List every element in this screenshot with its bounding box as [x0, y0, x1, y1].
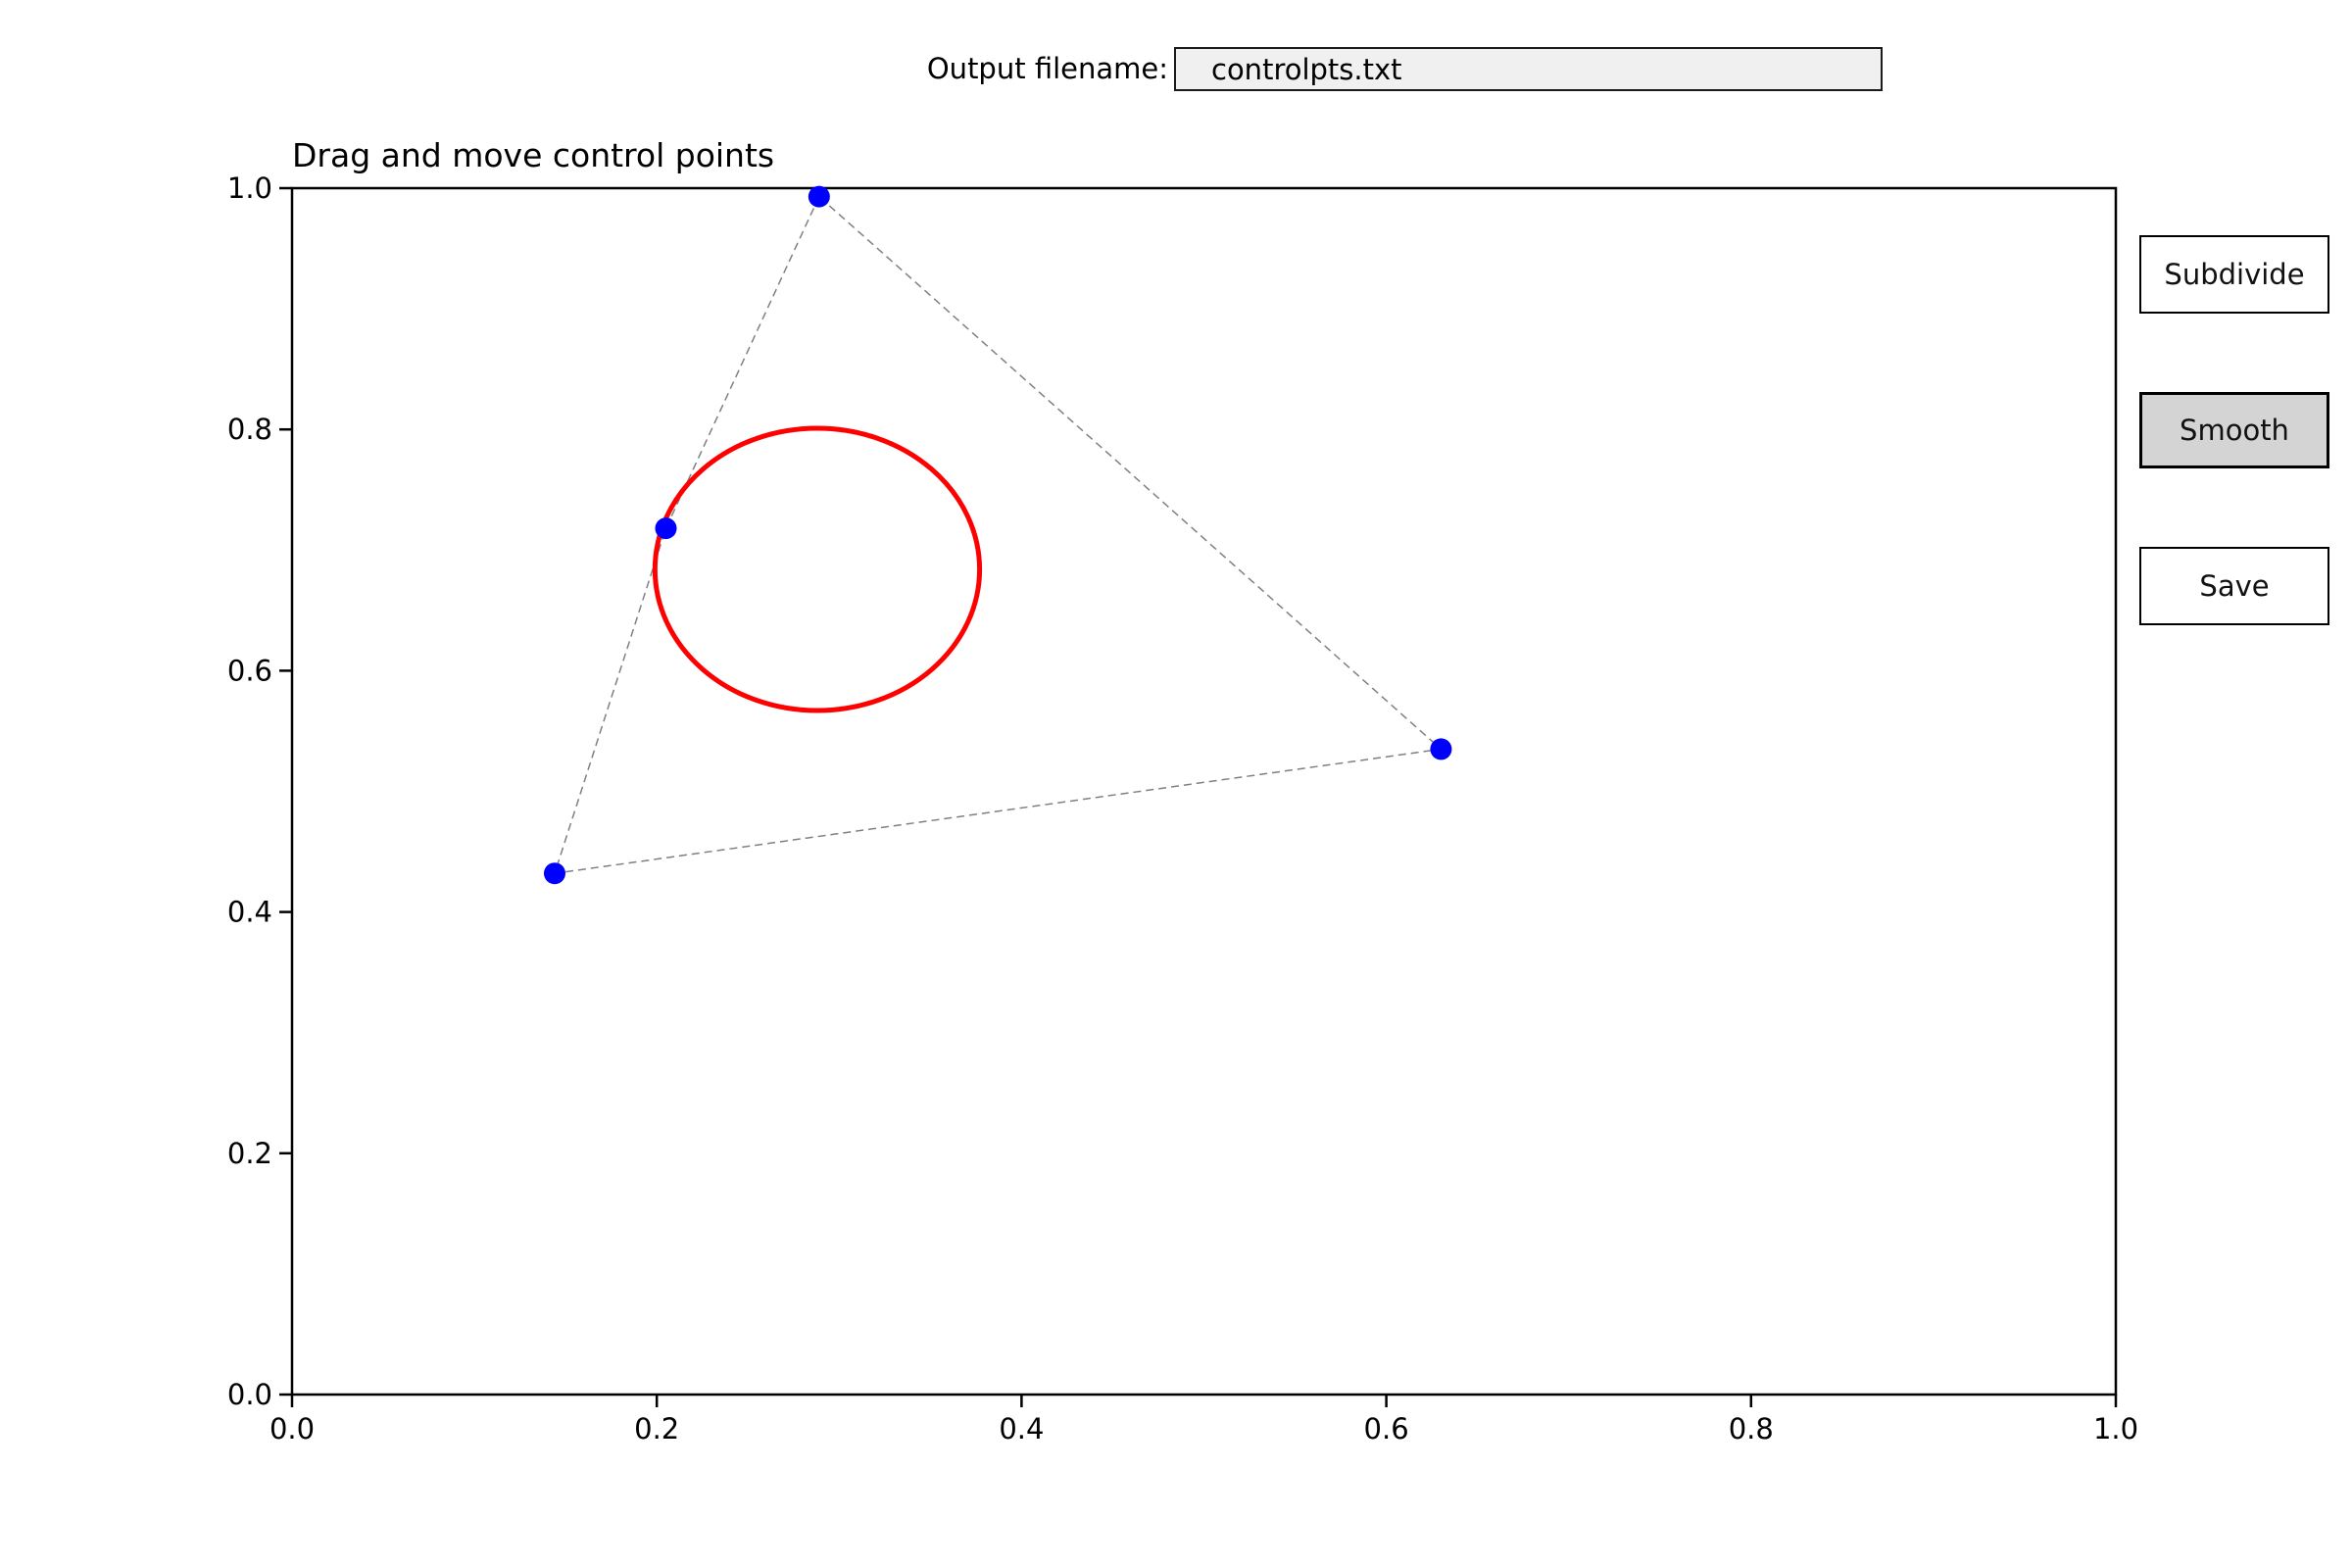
control-point[interactable]: [543, 862, 565, 885]
output-filename-label: Output filename:: [926, 52, 1168, 85]
axis-ticks: 0.0 0.2 0.4 0.6 0.8 1.0 0.0 0.2 0.4 0.6 0.8 1.0: [227, 172, 2138, 1446]
filename-input[interactable]: [1174, 47, 1883, 91]
x-tick-label: 0.4: [999, 1412, 1044, 1446]
smooth-curve: [652, 425, 983, 713]
control-point[interactable]: [655, 517, 677, 540]
control-point[interactable]: [808, 185, 830, 208]
plot-title: Drag and move control points: [292, 136, 774, 174]
y-tick-label: 0.8: [227, 413, 272, 446]
control-polygon: [553, 195, 1444, 875]
save-button[interactable]: Save: [2139, 547, 2329, 625]
subdivide-button[interactable]: Subdivide: [2139, 235, 2329, 314]
x-tick-label: 1.0: [2093, 1412, 2138, 1446]
y-tick-label: 0.4: [227, 896, 272, 929]
y-tick-label: 0.2: [227, 1137, 272, 1170]
control-point[interactable]: [1430, 738, 1452, 760]
x-tick-label: 0.2: [634, 1412, 679, 1446]
x-tick-label: 0.0: [270, 1412, 315, 1446]
y-tick-label: 0.0: [227, 1378, 272, 1411]
x-tick-label: 0.6: [1364, 1412, 1409, 1446]
plot-shapes: [553, 195, 1444, 875]
x-tick-label: 0.8: [1729, 1412, 1774, 1446]
y-tick-label: 1.0: [227, 172, 272, 205]
smooth-button[interactable]: Smooth: [2139, 392, 2329, 468]
axes-frame: [290, 186, 2118, 1396]
control-points-layer: [543, 185, 1452, 885]
y-tick-label: 0.6: [227, 654, 272, 687]
